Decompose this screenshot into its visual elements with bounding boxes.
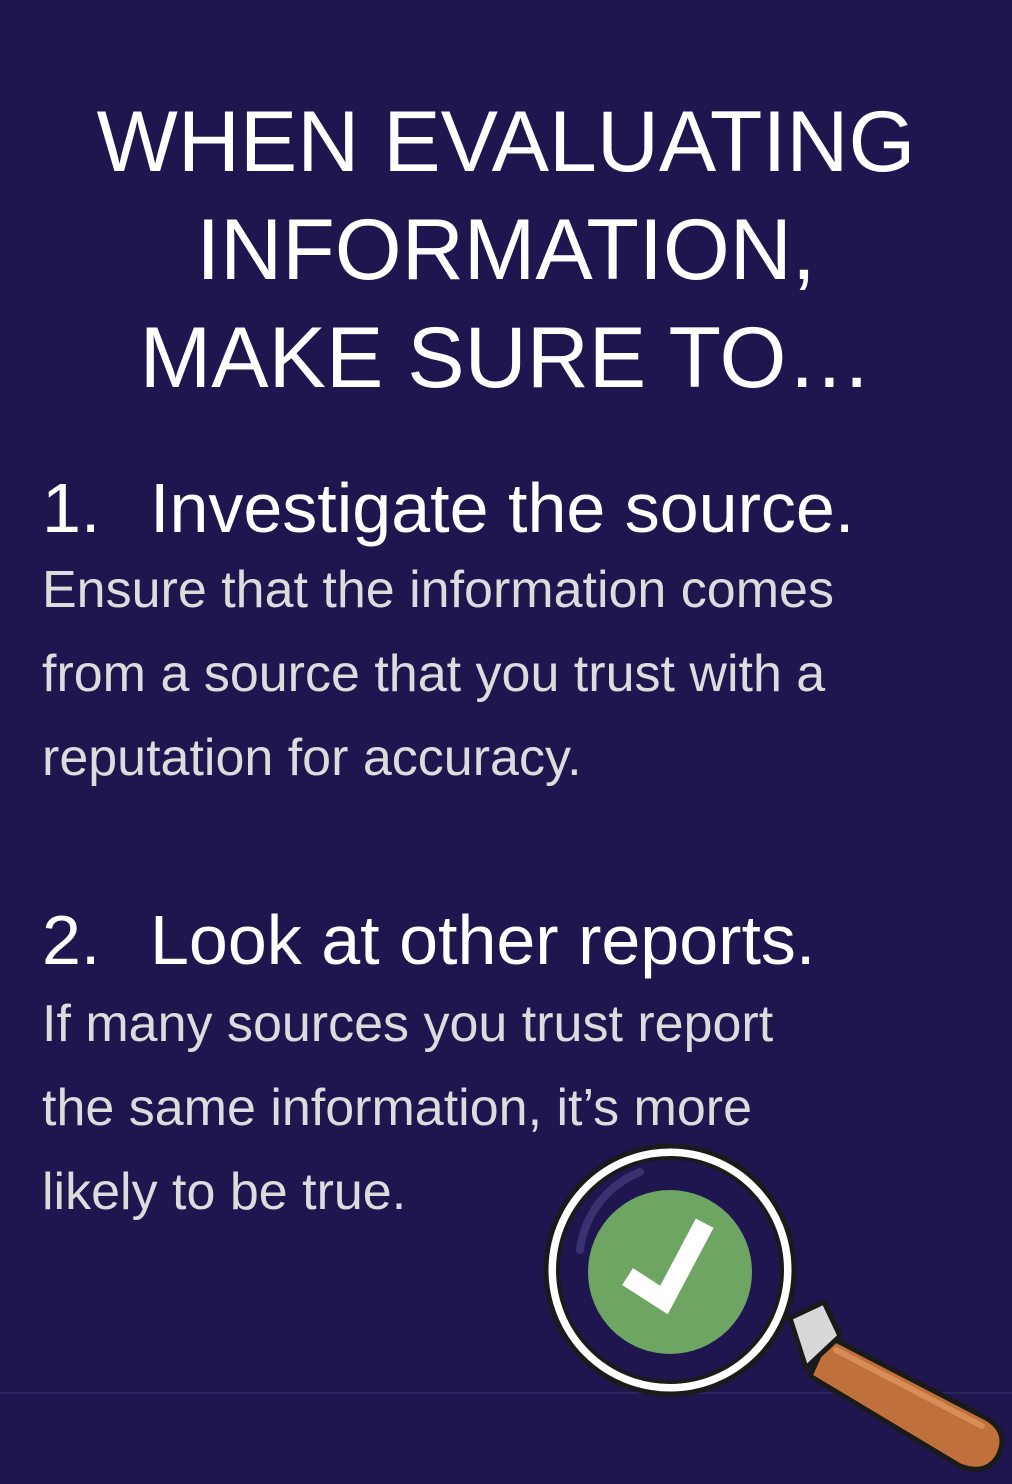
item-2-body-line-1: If many sources you trust report xyxy=(42,995,774,1053)
item-1-heading-text: Investigate the source. xyxy=(150,469,855,547)
checkmark-icon xyxy=(588,1190,752,1354)
item-1-heading: 1. Investigate the source. xyxy=(42,468,854,548)
item-2-number: 2. xyxy=(42,901,101,979)
item-1-number: 1. xyxy=(42,469,101,547)
bottom-divider xyxy=(0,1392,1012,1394)
magnifier-handle xyxy=(807,1333,1005,1472)
item-2-body-line-2: the same information, it’s more xyxy=(42,1079,752,1137)
item-1-body-line-2: from a source that you trust with a xyxy=(42,645,826,703)
title-line-3: MAKE SURE TO… xyxy=(139,310,873,406)
item-2-heading: 2. Look at other reports. xyxy=(42,900,815,980)
item-2-body-line-3: likely to be true. xyxy=(42,1163,407,1221)
title-line-1: WHEN EVALUATING xyxy=(96,94,916,190)
item-2-heading-text: Look at other reports. xyxy=(150,901,816,979)
item-1-body: Ensure that the information comes from a… xyxy=(42,548,834,800)
item-2-body: If many sources you trust report the sam… xyxy=(42,982,773,1234)
item-1-body-line-3: reputation for accuracy. xyxy=(42,729,582,787)
item-1-body-line-1: Ensure that the information comes xyxy=(42,561,834,619)
title-line-2: INFORMATION, xyxy=(196,202,816,298)
magnifier-ferrule xyxy=(787,1299,843,1371)
page-title: WHEN EVALUATING INFORMATION, MAKE SURE T… xyxy=(0,88,1012,412)
